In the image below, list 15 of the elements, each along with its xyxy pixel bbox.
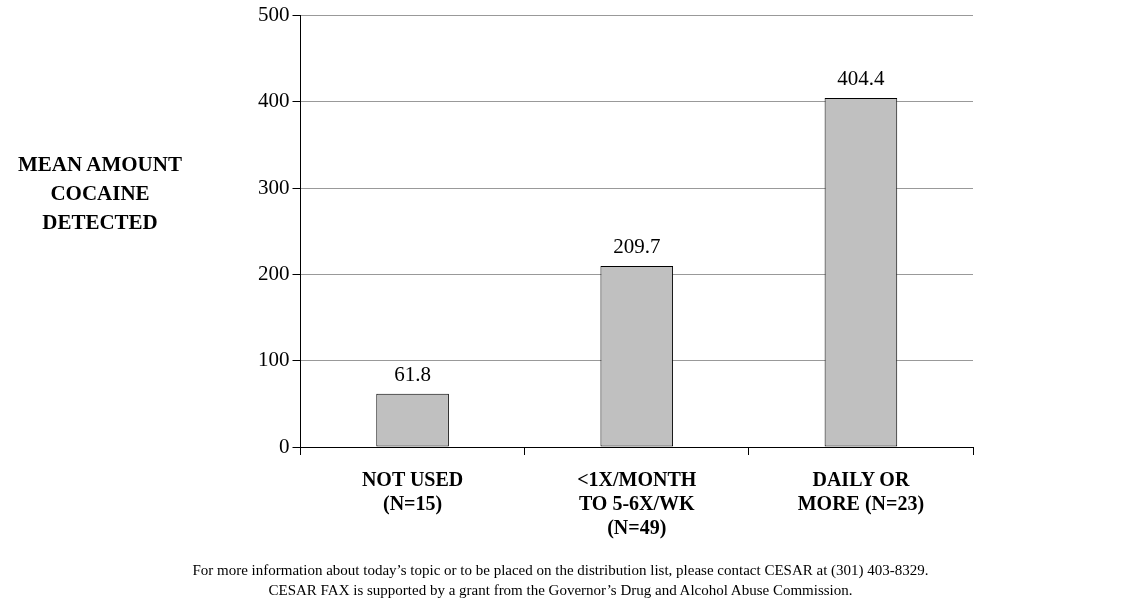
data-label: 61.8	[394, 361, 431, 386]
y-tick-label: 200	[258, 260, 290, 285]
x-tick-label: DAILY OR MORE (N=23)	[797, 468, 925, 516]
text: For more information about today’s topic or to be placed on the distribution list, please contact CESAR at (301) 403-8329.	[191, 561, 930, 580]
y-tick-label: 0	[279, 433, 290, 458]
data-label: 209.7	[613, 234, 661, 259]
data-label: 404.4	[837, 66, 886, 91]
y-axis-title: MEAN AMOUNT COCAINE DETECTED	[17, 151, 183, 236]
x-tick-label: NOT USED (N=15)	[361, 468, 464, 516]
y-tick-label: 400	[258, 88, 290, 113]
y-tick-label: 500	[258, 2, 290, 27]
text: CESAR FAX is supported by a grant from the Governor’s Drug and Alcohol Abuse Commission.	[267, 581, 854, 600]
y-tick-label: 100	[258, 347, 290, 372]
y-tick-label: 300	[258, 174, 290, 199]
x-tick-label: <1X/MONTH TO 5-6X/WK (N=49)	[577, 468, 697, 540]
